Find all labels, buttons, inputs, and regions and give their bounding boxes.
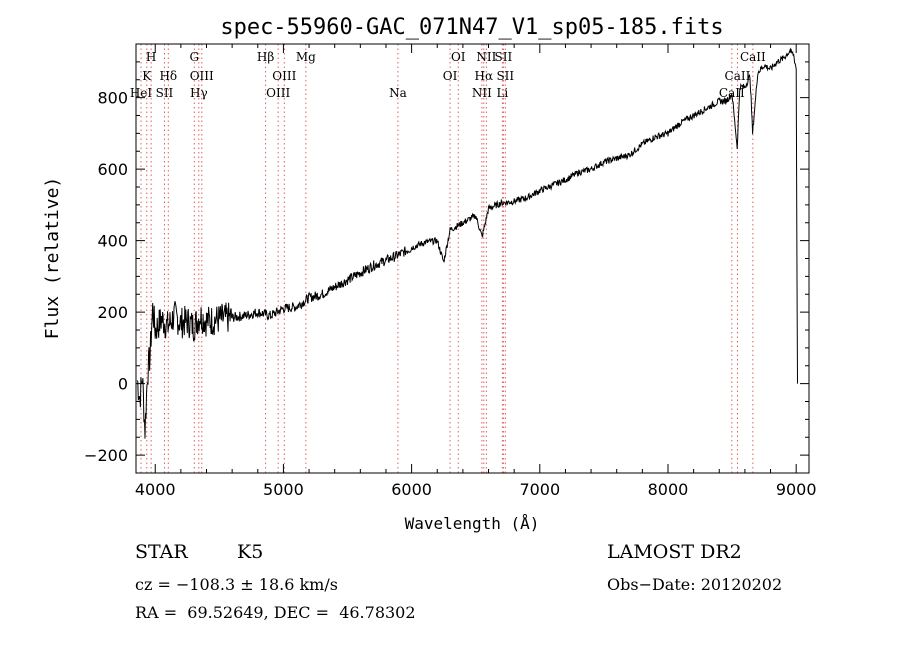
spectrum-series-line bbox=[136, 47, 798, 439]
survey-name: LAMOST DR2 bbox=[607, 541, 742, 563]
line-marker-label: HeI bbox=[130, 86, 153, 100]
x-axis-ticks: 4000 5000 6000 7000 8000 9000 bbox=[135, 44, 817, 499]
observation-date: Obs−Date: 20120202 bbox=[607, 575, 783, 594]
x-tick-label: 5000 bbox=[263, 480, 304, 499]
coordinates: RA = 69.52649, DEC = 46.78302 bbox=[135, 603, 416, 622]
spectral-line-markers bbox=[140, 44, 754, 473]
y-tick-label: 200 bbox=[97, 303, 128, 322]
line-marker-label: H bbox=[146, 50, 156, 64]
y-tick-label: 0 bbox=[118, 375, 128, 394]
line-marker-label: Hγ bbox=[190, 86, 208, 100]
line-marker-label: CaII bbox=[725, 69, 751, 83]
y-tick-label: 800 bbox=[97, 89, 128, 108]
line-marker-label: SII bbox=[496, 69, 514, 83]
x-tick-label: 8000 bbox=[648, 480, 689, 499]
line-marker-label: Na bbox=[389, 86, 407, 100]
line-marker-label: Hα bbox=[474, 69, 493, 83]
line-marker-label: SII bbox=[156, 86, 174, 100]
line-marker-label: OIII bbox=[190, 69, 214, 83]
y-tick-label: 400 bbox=[97, 232, 128, 251]
line-marker-label: Hδ bbox=[159, 69, 177, 83]
line-marker-label: K bbox=[142, 69, 152, 83]
redshift-velocity: cz = −108.3 ± 18.6 km/s bbox=[135, 575, 338, 594]
line-marker-label: Mg bbox=[296, 50, 316, 64]
y-tick-label: −200 bbox=[84, 446, 128, 465]
line-marker-label: G bbox=[190, 50, 200, 64]
x-axis-label: Wavelength (Å) bbox=[405, 514, 540, 533]
line-marker-label: Hβ bbox=[257, 50, 274, 64]
line-marker-label: OI bbox=[451, 50, 466, 64]
x-tick-label: 9000 bbox=[776, 480, 817, 499]
x-tick-label: 6000 bbox=[391, 480, 432, 499]
line-marker-label: OIII bbox=[272, 69, 296, 83]
y-axis-label: Flux (relative) bbox=[42, 177, 63, 340]
line-marker-label: CaII bbox=[719, 86, 745, 100]
line-marker-label: OIII bbox=[266, 86, 290, 100]
x-tick-label: 4000 bbox=[135, 480, 176, 499]
x-tick-label: 7000 bbox=[519, 480, 560, 499]
line-marker-label: CaII bbox=[740, 50, 766, 64]
line-marker-label: Li bbox=[496, 86, 508, 100]
line-marker-label: NII bbox=[476, 50, 496, 64]
y-tick-label: 600 bbox=[97, 160, 128, 179]
object-subclass: K5 bbox=[237, 541, 264, 563]
object-class: STAR bbox=[135, 541, 188, 563]
chart-title: spec-55960-GAC_071N47_V1_sp05-185.fits bbox=[220, 15, 723, 40]
y-axis-ticks: −200 0 200 400 600 800 bbox=[84, 61, 809, 465]
line-marker-label: SII bbox=[495, 50, 513, 64]
line-marker-label: OI bbox=[443, 69, 458, 83]
line-marker-label: NII bbox=[472, 86, 492, 100]
spectral-line-labels: HeIKHSIIHδGHγOIIIHβOIIIOIIIMgNaOIOINIIHα… bbox=[130, 50, 766, 100]
